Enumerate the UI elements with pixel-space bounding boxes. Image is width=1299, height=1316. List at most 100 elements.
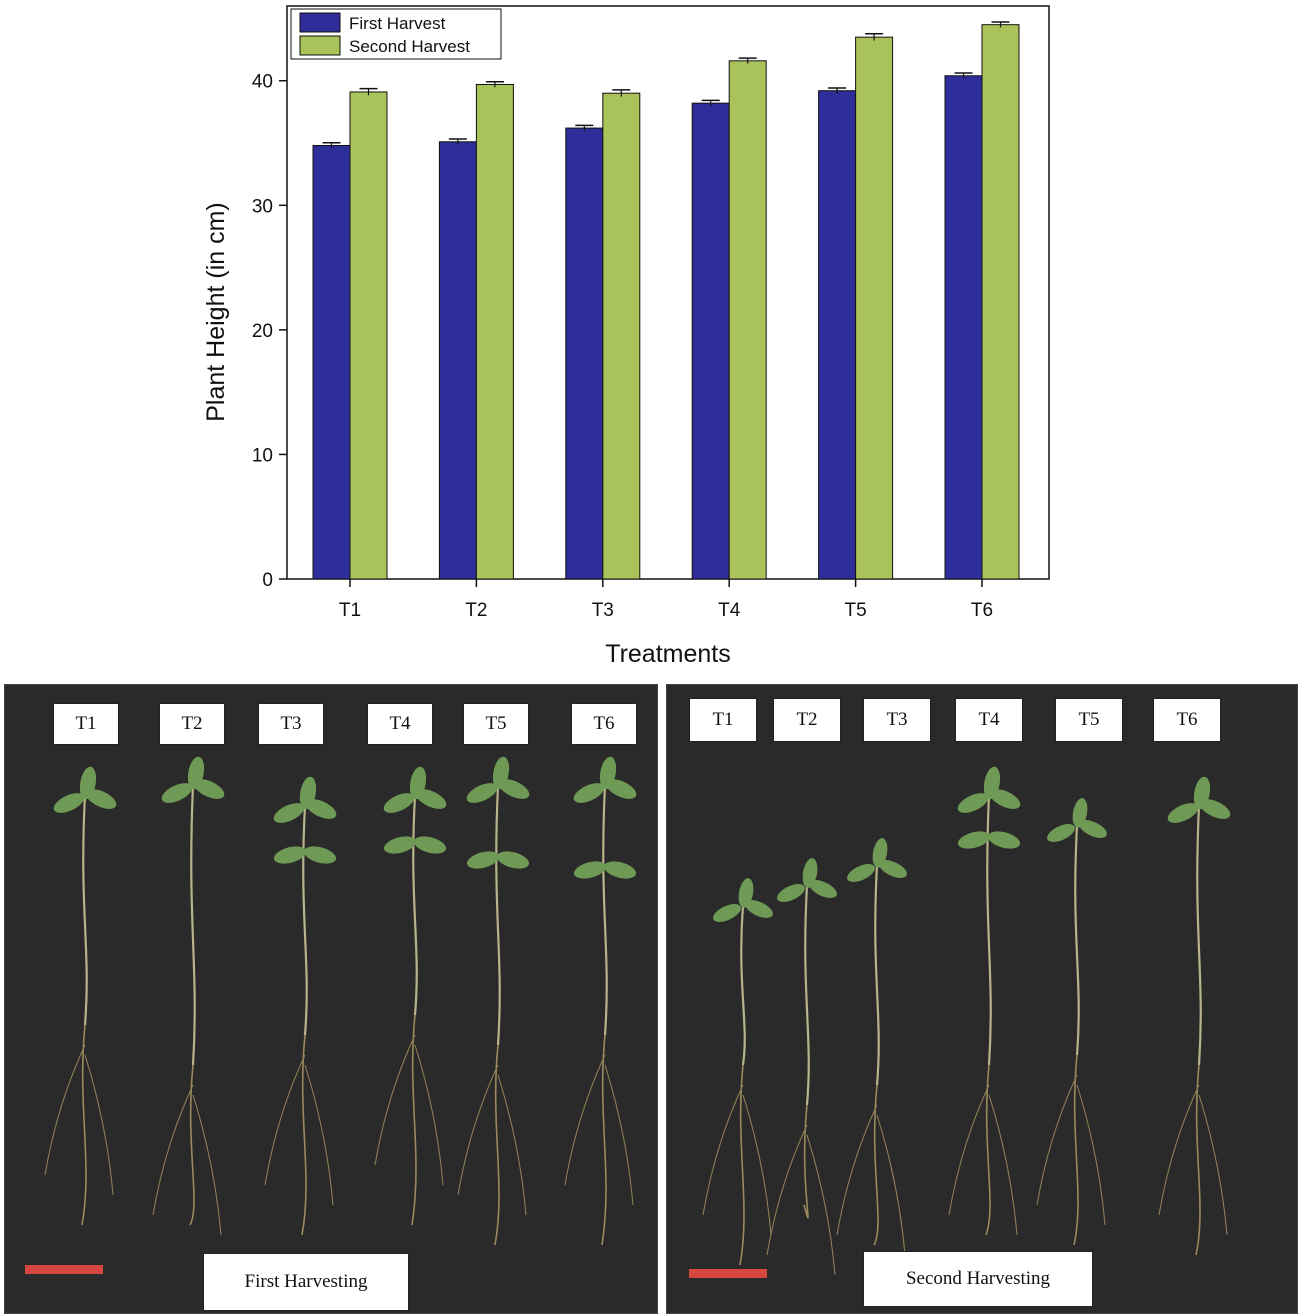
y-tick-label: 40	[252, 72, 273, 93]
legend-swatch-second-harvest	[299, 35, 341, 56]
leaf	[983, 766, 1001, 800]
leaf	[573, 783, 605, 803]
leaf	[957, 831, 991, 849]
bar-second-harvest	[602, 92, 641, 580]
photo-label-t1: T1	[53, 703, 119, 745]
photo-label-t5: T5	[1055, 698, 1123, 742]
photo-label-t4: T4	[367, 703, 433, 745]
root	[189, 1064, 195, 1226]
root	[948, 1084, 990, 1216]
y-axis-label: Plant Height (in cm)	[202, 202, 230, 422]
stem	[1074, 824, 1080, 1056]
stem	[412, 794, 418, 1016]
bar-first-harvest	[944, 75, 983, 580]
root	[739, 1064, 745, 1266]
stem	[82, 794, 88, 1026]
leaf	[879, 860, 907, 878]
root	[988, 1094, 1018, 1236]
root	[497, 1074, 527, 1216]
plot-frame	[286, 5, 1050, 580]
bar-second-harvest	[475, 83, 514, 580]
root	[1198, 1094, 1228, 1236]
root	[152, 1084, 194, 1216]
stem	[740, 904, 746, 1066]
root	[411, 1014, 417, 1226]
y-tick-label: 0	[262, 570, 273, 591]
plant-seedling	[152, 756, 225, 1236]
leaf	[492, 756, 510, 790]
leaf	[53, 793, 85, 813]
photo-label-t4: T4	[955, 698, 1023, 742]
plant-drawings-right	[702, 766, 1231, 1276]
scale-bar	[25, 1265, 103, 1274]
stem	[874, 864, 880, 1086]
stem	[1196, 804, 1202, 1066]
second-harvest-photo: T1 T2 T3 T4 T5 T6 Second Harvesting	[666, 684, 1298, 1314]
root	[1036, 1074, 1078, 1206]
root	[457, 1064, 499, 1196]
root	[876, 1114, 906, 1256]
stem	[804, 884, 810, 1106]
leaf	[305, 799, 337, 819]
stem	[302, 804, 308, 1036]
leaf	[745, 900, 773, 918]
leaf	[1193, 776, 1211, 810]
root	[806, 1134, 836, 1276]
root	[1076, 1084, 1106, 1226]
leaf	[872, 838, 888, 868]
x-tick-label: T1	[339, 600, 361, 621]
first-harvest-photo: T1 T2 T3 T4 T5 T6 First Harvesting	[4, 684, 658, 1314]
leaf	[466, 851, 500, 869]
leaf	[496, 851, 530, 869]
photo-label-t6: T6	[571, 703, 637, 745]
photo-label-t1: T1	[689, 698, 757, 742]
legend-swatch-first-harvest	[299, 12, 341, 33]
root	[702, 1084, 744, 1216]
root	[374, 1034, 416, 1166]
leaf	[573, 861, 607, 879]
root	[494, 1044, 500, 1246]
leaf	[1199, 799, 1231, 819]
leaf	[738, 878, 754, 908]
photo-label-t2: T2	[773, 698, 841, 742]
leaf	[498, 779, 530, 799]
plant-seedling	[836, 838, 907, 1256]
leaf	[466, 783, 498, 803]
leaf	[605, 779, 637, 799]
chart-canvas: 0 10 20 30 40 T1 T2 T3 T4 T5 T6 Treatments Plant …	[202, 5, 1050, 668]
photo-label-t5: T5	[463, 703, 529, 745]
leaf	[809, 880, 837, 898]
root	[44, 1044, 86, 1176]
bar-first-harvest	[312, 145, 351, 580]
root	[873, 1084, 879, 1246]
leaf	[187, 756, 205, 790]
root	[564, 1054, 606, 1186]
root	[264, 1054, 306, 1186]
leaf	[599, 756, 617, 790]
leaf	[79, 766, 97, 800]
plant-seedling	[564, 756, 637, 1246]
root	[304, 1064, 334, 1206]
plant-seedling	[948, 766, 1021, 1236]
root	[192, 1094, 222, 1236]
leaf	[303, 846, 337, 864]
plant-seedling	[766, 858, 837, 1276]
y-tick-label: 10	[252, 445, 273, 466]
x-axis-label: Treatments	[605, 640, 731, 668]
x-tick-label: T2	[465, 600, 487, 621]
plant-seedling	[264, 776, 337, 1236]
leaf	[161, 783, 193, 803]
y-axis: 0 10 20 30 40	[252, 72, 287, 591]
root	[766, 1124, 808, 1256]
stem	[986, 794, 992, 1066]
leaf	[85, 789, 117, 809]
leaf	[415, 789, 447, 809]
bar-first-harvest	[691, 102, 730, 580]
leaf	[1047, 824, 1075, 842]
y-tick-label: 30	[252, 196, 273, 217]
scale-bar	[689, 1269, 767, 1278]
leaf	[603, 861, 637, 879]
root	[1158, 1084, 1200, 1216]
root	[1195, 1064, 1201, 1256]
root	[985, 1064, 991, 1236]
